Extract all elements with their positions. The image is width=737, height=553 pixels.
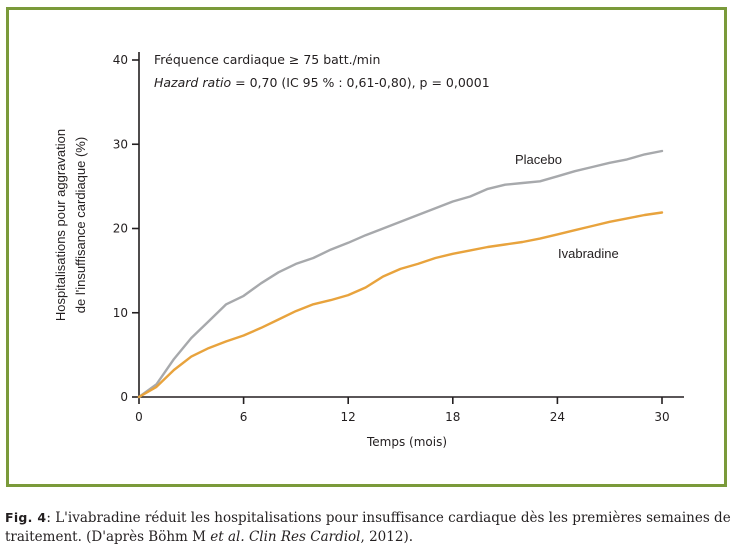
series-line-placebo xyxy=(137,149,664,399)
series-line-ivabradine xyxy=(137,211,664,399)
caption-figure-label: Fig. 4 xyxy=(5,510,47,525)
annotation-hazard-ratio: Hazard ratio xyxy=(154,75,232,90)
x-axis-label: Temps (mois) xyxy=(366,435,447,449)
annotation-hazard-values: = 0,70 (IC 95 % : 0,61-0,80), p = 0,0001 xyxy=(231,75,490,90)
y-tick-label: 20 xyxy=(113,222,128,236)
y-tick-label: 40 xyxy=(113,53,128,67)
y-axis-label-line-1: Hospitalisations pour aggravation xyxy=(53,129,68,321)
x-ticks: 0 6 12 18 24 30 xyxy=(135,397,670,424)
figure-frame xyxy=(6,7,727,487)
caption-end: , 2012). xyxy=(360,529,414,545)
y-ticks: 0 10 20 30 40 xyxy=(113,53,139,404)
y-tick-label: 10 xyxy=(113,306,128,320)
annotation-line-2: Hazard ratio = 0,70 (IC 95 % : 0,61-0,80… xyxy=(154,75,490,90)
caption-et-al: et al. xyxy=(210,529,245,545)
x-tick-label: 6 xyxy=(240,410,248,424)
caption-journal: Clin Res Cardiol xyxy=(248,529,361,545)
x-tick-label: 30 xyxy=(654,410,669,424)
annotation-line-1: Fréquence cardiaque ≥ 75 batt./min xyxy=(154,52,380,67)
series-label-placebo: Placebo xyxy=(515,152,562,167)
caption-text: : L'ivabradine réduit les hospitalisatio… xyxy=(5,510,731,545)
figure-caption: Fig. 4: L'ivabradine réduit les hospital… xyxy=(5,508,732,547)
chart: 0 10 20 30 40 0 6 12 18 24 30 Fréquence cardiaque… xyxy=(53,52,684,449)
y-axis-label-line-2: de l'insuffisance cardiaque (%) xyxy=(73,137,88,313)
y-tick-label: 0 xyxy=(120,390,128,404)
y-tick-label: 30 xyxy=(113,137,128,151)
series-label-ivabradine: Ivabradine xyxy=(558,246,619,261)
x-tick-label: 18 xyxy=(445,410,460,424)
x-tick-label: 24 xyxy=(550,410,565,424)
x-tick-label: 12 xyxy=(341,410,356,424)
x-tick-label: 0 xyxy=(135,410,143,424)
